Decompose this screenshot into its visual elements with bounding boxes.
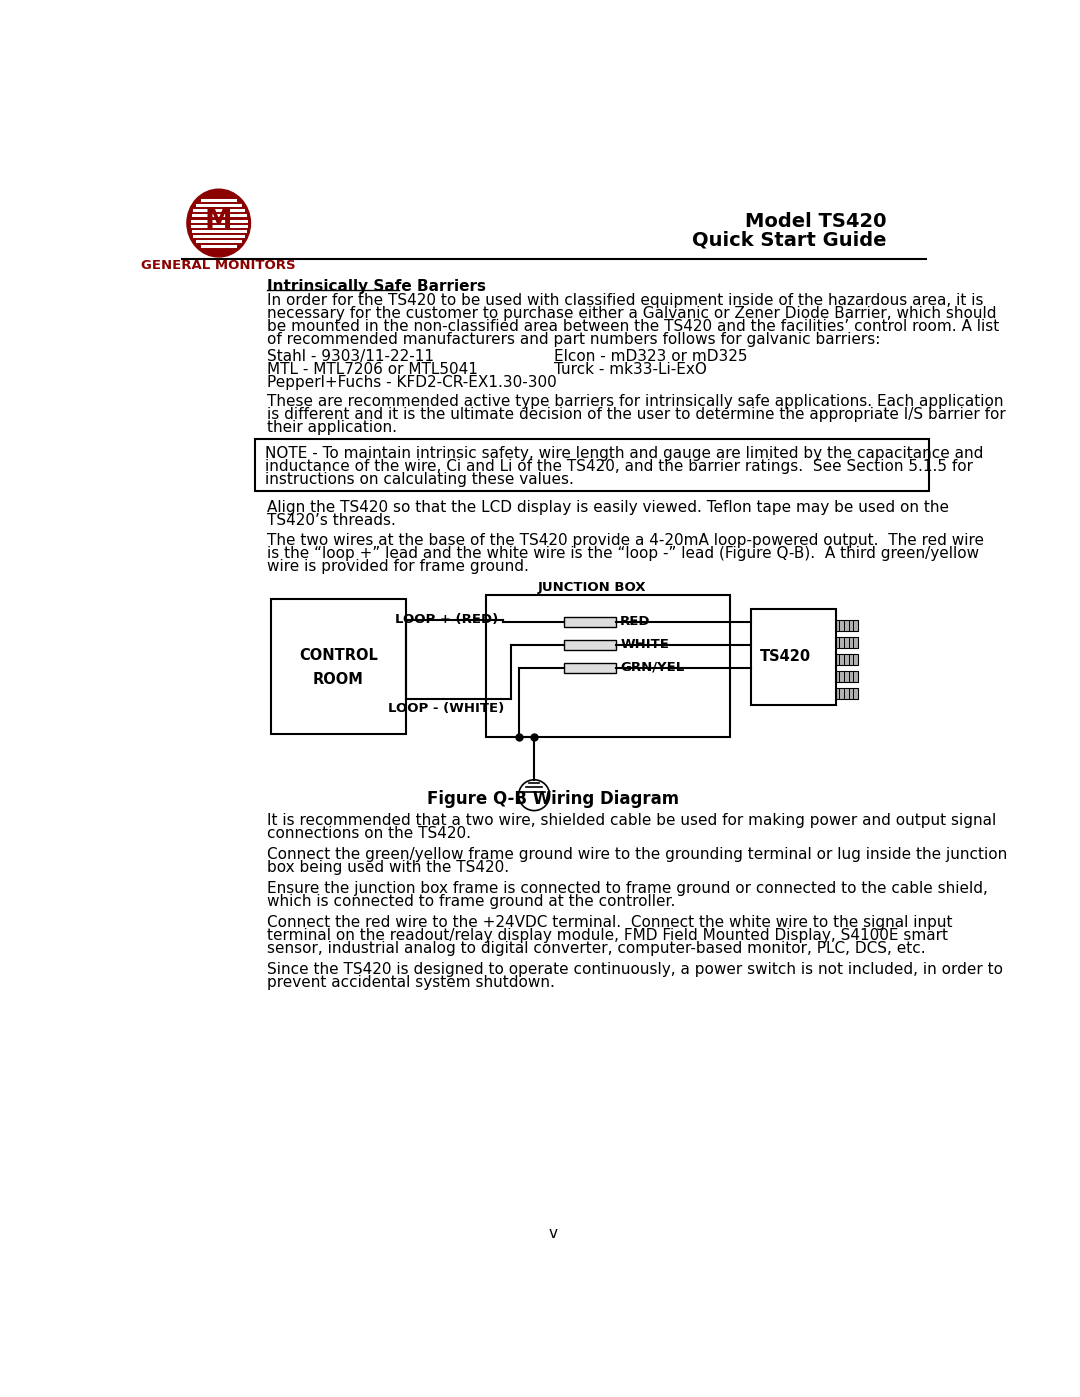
Bar [271, 599, 406, 733]
Text: be mounted in the non-classified area between the TS420 and the facilities’ cont: be mounted in the non-classified area be… [267, 320, 999, 334]
Text: inductance of the wire, Ci and Li of the TS420, and the barrier ratings.  See Se: inductance of the wire, Ci and Li of the… [266, 458, 973, 474]
Text: LOOP + (RED): LOOP + (RED) [394, 613, 498, 626]
Text: v: v [549, 1227, 558, 1242]
Text: JUNCTION BOX: JUNCTION BOX [538, 581, 647, 594]
Text: sensor, industrial analog to digital converter, computer-based monitor, PLC, DCS: sensor, industrial analog to digital con… [267, 940, 926, 956]
Text: Connect the green/yellow frame ground wire to the grounding terminal or lug insi: Connect the green/yellow frame ground wi… [267, 847, 1007, 862]
Text: prevent accidental system shutdown.: prevent accidental system shutdown. [267, 975, 555, 989]
Text: Elcon - mD323 or mD325: Elcon - mD323 or mD325 [554, 349, 747, 363]
Bar [751, 609, 836, 705]
Text: The two wires at the base of the TS420 provide a 4-20mA loop-powered output.  Th: The two wires at the base of the TS420 p… [267, 532, 984, 548]
Bar [836, 654, 859, 665]
Text: Intrinsically Safe Barriers: Intrinsically Safe Barriers [267, 279, 486, 295]
Text: Turck - mk33-Li-ExO: Turck - mk33-Li-ExO [554, 362, 706, 377]
Text: is the “loop +” lead and the white wire is the “loop -” lead (Figure Q-B).  A th: is the “loop +” lead and the white wire … [267, 546, 978, 560]
Text: WHITE: WHITE [620, 638, 669, 651]
Circle shape [518, 780, 550, 810]
Bar [836, 620, 859, 631]
Text: These are recommended active type barriers for intrinsically safe applications. : These are recommended active type barrie… [267, 394, 1003, 409]
Text: It is recommended that a two wire, shielded cable be used for making power and o: It is recommended that a two wire, shiel… [267, 813, 996, 828]
Text: In order for the TS420 to be used with classified equipment inside of the hazard: In order for the TS420 to be used with c… [267, 293, 983, 309]
Text: terminal on the readout/relay display module, FMD Field Mounted Display, S4100E : terminal on the readout/relay display mo… [267, 928, 948, 943]
Bar [564, 640, 617, 650]
Text: is different and it is the ultimate decision of the user to determine the approp: is different and it is the ultimate deci… [267, 407, 1005, 422]
Text: Pepperl+Fuchs - KFD2-CR-EX1.30-300: Pepperl+Fuchs - KFD2-CR-EX1.30-300 [267, 374, 556, 390]
Text: which is connected to frame ground at the controller.: which is connected to frame ground at th… [267, 894, 675, 909]
Text: MTL - MTL7206 or MTL5041: MTL - MTL7206 or MTL5041 [267, 362, 477, 377]
Text: Ensure the junction box frame is connected to frame ground or connected to the c: Ensure the junction box frame is connect… [267, 880, 987, 895]
Bar [836, 671, 859, 682]
Bar [836, 689, 859, 698]
Text: wire is provided for frame ground.: wire is provided for frame ground. [267, 559, 528, 574]
Text: Figure Q-B Wiring Diagram: Figure Q-B Wiring Diagram [428, 789, 679, 807]
Bar [564, 664, 617, 673]
Text: their application.: their application. [267, 420, 396, 436]
Text: Model TS420: Model TS420 [745, 212, 887, 232]
Text: of recommended manufacturers and part numbers follows for galvanic barriers:: of recommended manufacturers and part nu… [267, 332, 880, 348]
Text: M: M [205, 205, 232, 235]
Ellipse shape [187, 189, 251, 257]
Text: instructions on calculating these values.: instructions on calculating these values… [266, 472, 575, 486]
Text: TS420’s threads.: TS420’s threads. [267, 513, 395, 528]
Bar [564, 617, 617, 627]
Text: necessary for the customer to purchase either a Galvanic or Zener Diode Barrier,: necessary for the customer to purchase e… [267, 306, 996, 321]
Text: box being used with the TS420.: box being used with the TS420. [267, 861, 509, 875]
Text: GRN/YEL: GRN/YEL [620, 661, 685, 673]
Text: GENERAL MONITORS: GENERAL MONITORS [141, 258, 296, 271]
Text: CONTROL: CONTROL [299, 648, 378, 664]
Text: Stahl - 9303/11-22-11: Stahl - 9303/11-22-11 [267, 349, 434, 363]
Text: Since the TS420 is designed to operate continuously, a power switch is not inclu: Since the TS420 is designed to operate c… [267, 961, 1002, 977]
Text: TS420: TS420 [759, 650, 811, 665]
Text: LOOP - (WHITE): LOOP - (WHITE) [388, 703, 504, 715]
Bar [486, 595, 730, 738]
Bar [836, 637, 859, 648]
Text: connections on the TS420.: connections on the TS420. [267, 826, 471, 841]
Text: RED: RED [620, 615, 650, 627]
Text: ROOM: ROOM [313, 672, 364, 687]
Text: Quick Start Guide: Quick Start Guide [692, 231, 887, 250]
Text: Align the TS420 so that the LCD display is easily viewed. Teflon tape may be use: Align the TS420 so that the LCD display … [267, 500, 948, 515]
Text: NOTE - To maintain intrinsic safety, wire length and gauge are limited by the ca: NOTE - To maintain intrinsic safety, wir… [266, 446, 984, 461]
Bar [255, 440, 930, 490]
Text: Connect the red wire to the +24VDC terminal.  Connect the white wire to the sign: Connect the red wire to the +24VDC termi… [267, 915, 953, 929]
